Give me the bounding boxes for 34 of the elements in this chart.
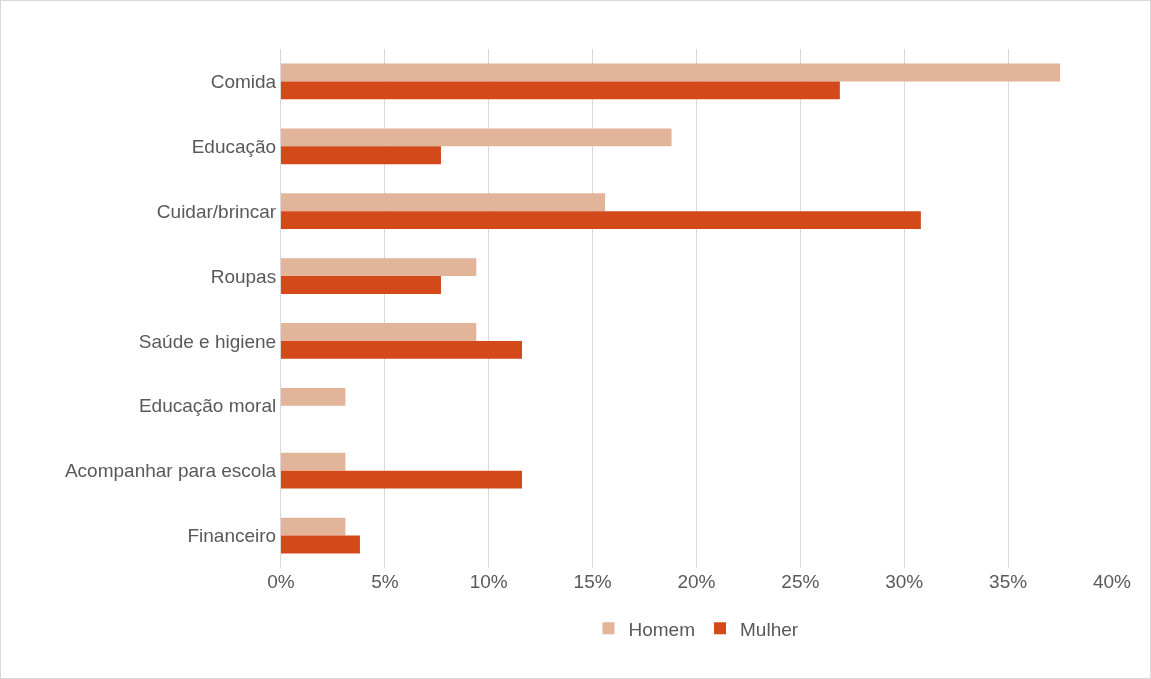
legend-label: Mulher bbox=[740, 618, 799, 640]
bar bbox=[281, 535, 360, 554]
bar bbox=[281, 452, 346, 471]
y-tick-label: Acompanhar para escola bbox=[64, 460, 277, 482]
y-tick-label: Saúde e higiene bbox=[138, 330, 277, 352]
bar bbox=[281, 470, 522, 489]
y-tick-label: Educação moral bbox=[138, 395, 277, 417]
x-tick-label: 15% bbox=[573, 571, 612, 592]
x-tick-label: 25% bbox=[781, 571, 820, 592]
bar bbox=[281, 63, 1061, 82]
y-tick-label: Educação bbox=[191, 135, 277, 157]
x-tick-label: 20% bbox=[677, 571, 716, 592]
x-tick-label: 10% bbox=[469, 571, 508, 592]
y-tick-label: Comida bbox=[210, 71, 277, 93]
y-tick-label: Roupas bbox=[210, 265, 277, 287]
bar bbox=[281, 81, 840, 100]
x-tick-label: 5% bbox=[371, 571, 399, 592]
bar bbox=[281, 128, 672, 147]
x-tick-label: 30% bbox=[885, 571, 924, 592]
bar bbox=[281, 387, 346, 406]
bar bbox=[281, 276, 441, 294]
bar bbox=[281, 146, 441, 165]
bar bbox=[281, 211, 921, 230]
x-tick-label: 0% bbox=[267, 571, 295, 592]
bar bbox=[281, 517, 346, 536]
y-tick-label: Financeiro bbox=[187, 525, 277, 547]
y-tick-label: Cuidar/brincar bbox=[156, 200, 277, 222]
bar bbox=[281, 193, 606, 212]
x-tick-label: 40% bbox=[1092, 571, 1132, 592]
legend-label: Homem bbox=[628, 618, 696, 640]
x-tick-label: 35% bbox=[989, 571, 1028, 592]
bar bbox=[281, 258, 477, 277]
bar bbox=[281, 340, 522, 359]
bar bbox=[281, 323, 477, 341]
